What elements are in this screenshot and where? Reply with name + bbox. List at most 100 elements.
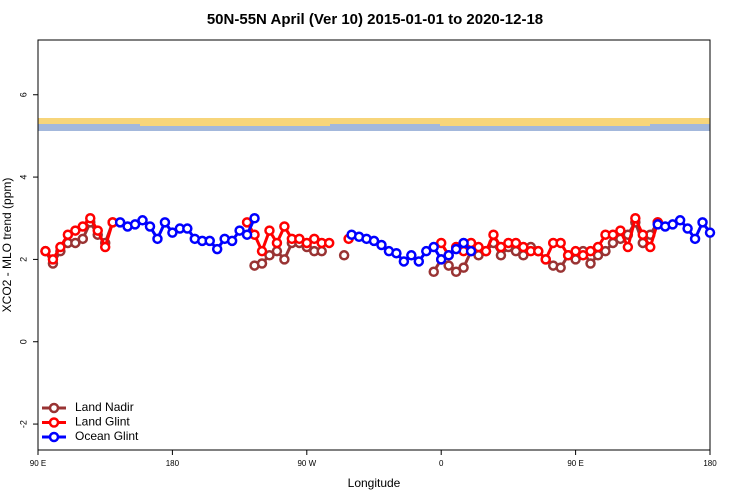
point: [533, 245, 544, 257]
point: [167, 227, 178, 238]
point: [70, 237, 81, 249]
point: [562, 250, 574, 261]
point: [398, 256, 410, 267]
point: [630, 212, 641, 224]
point: [338, 250, 350, 261]
point: [47, 254, 59, 265]
chart-title: 50N-55N April (Ver 10) 2015-01-01 to 202…: [207, 11, 543, 28]
point: [495, 241, 507, 253]
point: [85, 212, 96, 224]
point: [570, 245, 581, 257]
point: [450, 266, 462, 278]
point: [129, 219, 141, 230]
point: [458, 237, 469, 249]
point: [70, 225, 81, 236]
point: [279, 254, 290, 265]
point: [585, 245, 596, 257]
legend-label: Ocean Glint: [75, 429, 139, 443]
point: [689, 233, 701, 245]
point: [473, 241, 484, 253]
point: [435, 254, 447, 265]
point: [682, 223, 693, 234]
point: [271, 237, 283, 249]
y-tick-label: 4: [18, 175, 28, 180]
point: [391, 247, 402, 259]
y-tick-label: 6: [18, 92, 28, 97]
map-strip-land: [38, 118, 710, 124]
y-tick-label: 2: [18, 257, 28, 262]
legend-marker: [48, 402, 60, 414]
x-tick-label: 180: [703, 459, 717, 468]
legend-marker: [48, 431, 60, 443]
point: [615, 225, 626, 236]
point: [540, 254, 551, 265]
point: [518, 241, 529, 253]
point: [637, 229, 649, 240]
point: [488, 229, 499, 240]
x-axis-label: Longitude: [348, 476, 401, 490]
point: [577, 250, 589, 261]
y-tick-label: -2: [18, 420, 28, 428]
point: [600, 245, 611, 257]
point: [406, 250, 417, 261]
point: [316, 245, 327, 257]
plot-frame: [37, 39, 711, 451]
point: [376, 239, 387, 251]
x-tick-label: 90 E: [30, 459, 46, 468]
point: [465, 245, 477, 257]
point: [704, 227, 716, 238]
point: [323, 237, 335, 249]
point: [495, 250, 507, 261]
point: [697, 217, 708, 228]
point: [301, 237, 313, 249]
point: [152, 233, 163, 245]
map-strip-land: [440, 122, 650, 126]
point: [421, 245, 432, 257]
point: [144, 221, 156, 232]
point: [256, 245, 268, 257]
point: [62, 229, 74, 240]
legend-label: Land Glint: [75, 415, 130, 429]
series: [114, 212, 716, 267]
point: [99, 241, 111, 253]
x-tick-label: 90 E: [567, 459, 583, 468]
point: [480, 245, 492, 257]
point: [443, 250, 454, 261]
point: [674, 215, 686, 226]
point: [234, 225, 245, 236]
legend-label: Land Nadir: [75, 400, 134, 414]
point: [443, 260, 454, 271]
point: [226, 235, 238, 247]
point: [622, 241, 634, 253]
point: [279, 221, 290, 232]
legend-marker: [48, 417, 60, 428]
point: [510, 237, 522, 249]
point: [256, 258, 268, 269]
point: [555, 262, 566, 273]
point: [137, 215, 148, 226]
point: [55, 241, 66, 253]
point: [249, 212, 260, 224]
point: [435, 237, 447, 249]
point: [40, 245, 51, 257]
point: [114, 217, 126, 228]
point: [264, 250, 275, 261]
point: [585, 258, 596, 269]
point: [555, 237, 566, 249]
map-strip-land: [140, 122, 330, 126]
point: [667, 219, 678, 230]
point: [450, 243, 462, 255]
point: [92, 225, 103, 236]
point: [294, 233, 305, 245]
point: [204, 235, 215, 247]
point: [211, 243, 223, 255]
point: [413, 256, 425, 267]
point: [271, 245, 283, 257]
point: [607, 229, 619, 240]
x-tick-label: 180: [166, 459, 180, 468]
point: [368, 235, 380, 247]
point: [309, 233, 320, 245]
x-tick-label: 0: [439, 459, 444, 468]
point: [241, 229, 253, 240]
